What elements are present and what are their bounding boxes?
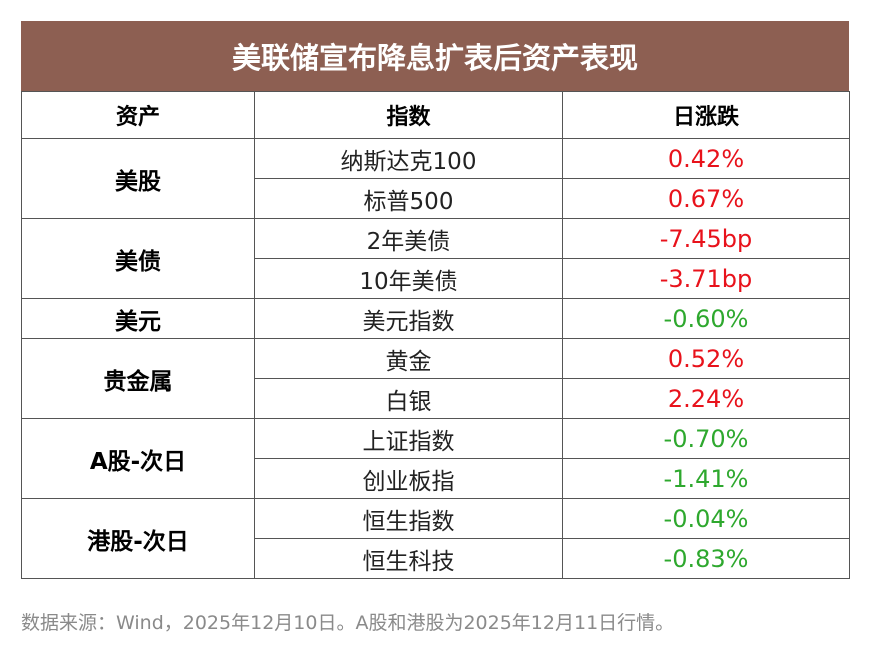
table-row: 标普500 0.67% (22, 178, 850, 219)
table-row: 贵金属 黄金 0.52% (21, 338, 850, 419)
change-cell: -0.04% (562, 498, 850, 539)
index-cell: 标普500 (254, 178, 563, 219)
change-cell: 0.52% (562, 338, 850, 379)
index-cell: 10年美债 (254, 258, 563, 299)
header-index: 指数 (254, 91, 563, 139)
index-cell: 黄金 (254, 338, 563, 379)
table-row: 美元 美元指数 -0.60% (21, 298, 850, 339)
index-cell: 美元指数 (254, 298, 563, 339)
asset-cell: 美债 (21, 218, 255, 299)
asset-performance-table-container: 美联储宣布降息扩表后资产表现 资产 指数 日涨跌 美股 纳斯达克100 0.42% 标… (21, 21, 850, 579)
asset-cell: A股-次日 (21, 418, 255, 499)
header-change: 日涨跌 (562, 91, 850, 139)
index-cell: 恒生科技 (254, 538, 563, 579)
change-cell: -0.60% (562, 298, 850, 339)
asset-performance-table: 资产 指数 日涨跌 美股 纳斯达克100 0.42% 标普500 0.67% 美债 2年美债… (21, 91, 850, 579)
index-cell: 2年美债 (254, 218, 563, 259)
index-cell: 恒生指数 (254, 498, 563, 539)
table-title: 美联储宣布降息扩表后资产表现 (21, 21, 849, 91)
change-cell: 2.24% (562, 378, 850, 419)
change-cell: -0.83% (562, 538, 850, 579)
change-cell: -3.71bp (562, 258, 850, 299)
table-body: 美股 纳斯达克100 0.42% 标普500 0.67% 美债 2年美债 -7.45bp 10年… (21, 138, 850, 579)
table-row: A股-次日 上证指数 -0.70% (21, 418, 850, 499)
asset-cell: 美股 (21, 138, 255, 219)
change-cell: 0.67% (562, 178, 850, 219)
change-cell: -0.70% (562, 418, 850, 459)
change-cell: -7.45bp (562, 218, 850, 259)
source-footnote: 数据来源：Wind，2025年12月10日。A股和港股为2025年12月11日行… (21, 612, 675, 634)
table-row: 恒生科技 -0.83% (22, 538, 850, 579)
asset-cell: 贵金属 (21, 338, 255, 419)
asset-cell: 港股-次日 (21, 498, 255, 579)
change-cell: 0.42% (562, 138, 850, 179)
change-cell: -1.41% (562, 458, 850, 499)
asset-cell: 美元 (21, 298, 255, 339)
header-asset: 资产 (21, 91, 255, 139)
index-cell: 白银 (254, 378, 563, 419)
index-cell: 创业板指 (254, 458, 563, 499)
index-cell: 上证指数 (254, 418, 563, 459)
table-row: 美债 2年美债 -7.45bp (21, 218, 850, 299)
header-row: 资产 指数 日涨跌 (21, 91, 850, 139)
index-cell: 纳斯达克100 (254, 138, 563, 179)
table-row: 港股-次日 恒生指数 -0.04% (21, 498, 850, 579)
table-row: 美股 纳斯达克100 0.42% (21, 138, 850, 219)
